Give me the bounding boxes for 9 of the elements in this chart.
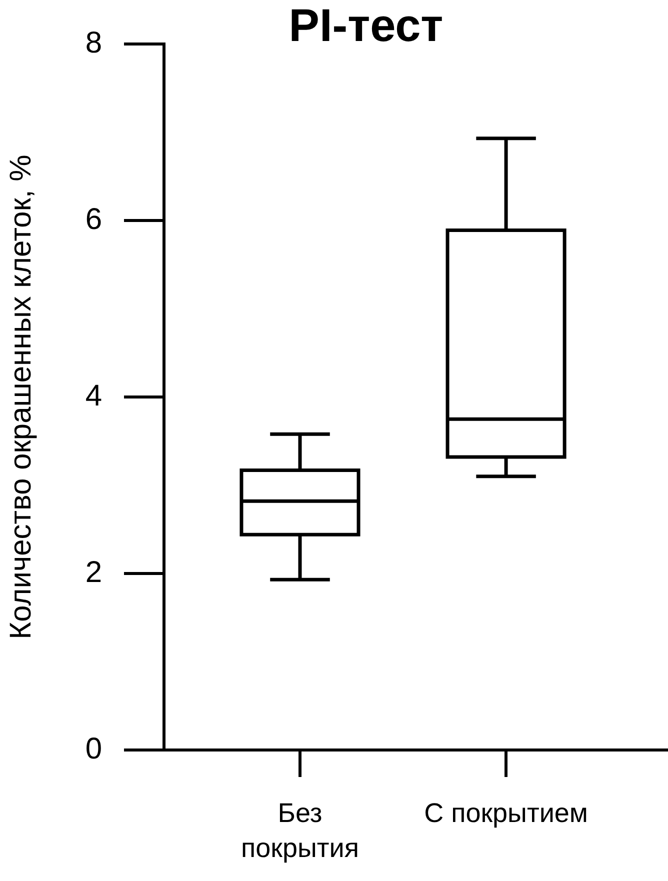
y-tick-label: 4 xyxy=(85,379,102,412)
y-tick-label: 2 xyxy=(85,556,102,589)
chart-title: PI-тест xyxy=(288,0,444,51)
y-axis-title: Количество окрашенных клеток, % xyxy=(4,154,38,640)
y-tick-label: 6 xyxy=(85,202,102,236)
x-tick-label: С покрытием xyxy=(424,798,588,828)
y-tick-label: 8 xyxy=(85,26,102,60)
x-tick-label: Без покрытия xyxy=(241,798,359,864)
y-tick-label: 0 xyxy=(85,732,102,766)
